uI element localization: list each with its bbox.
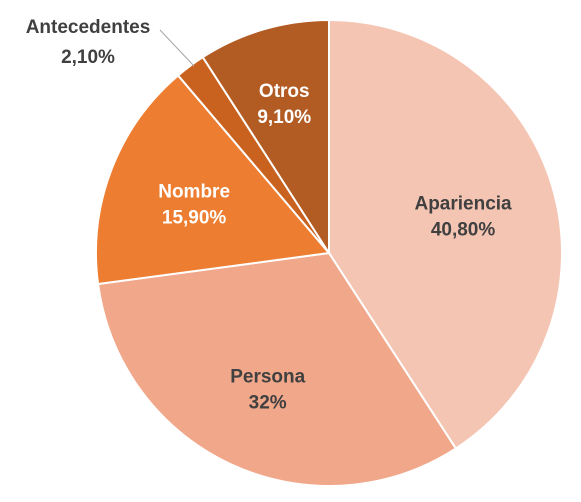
slice-value-antecedentes: 2,10% (61, 47, 115, 68)
leader-lines (159, 29, 195, 67)
pie-slice-nombre (95, 74, 331, 286)
slice-value-persona: 32% (249, 392, 287, 413)
slice-value-otros: 9,10% (257, 107, 311, 128)
slice-labels: Apariencia 40,80% Persona 32% Nombre 15,90% An… (26, 17, 512, 413)
slice-label-persona: Persona (230, 366, 305, 387)
slice-label-antecedentes: Antecedentes (26, 17, 151, 38)
pie-slice-otros (201, 18, 330, 257)
slice-label-nombre: Nombre (158, 181, 230, 202)
slice-value-nombre: 15,90% (162, 207, 227, 228)
slice-value-apariencia: 40,80% (431, 219, 496, 240)
leader-line-antecedentes (159, 29, 195, 67)
slice-label-otros: Otros (259, 81, 310, 102)
pie-slices (95, 18, 563, 487)
slice-label-apariencia: Apariencia (414, 193, 512, 214)
pie-slice-persona (96, 251, 458, 487)
